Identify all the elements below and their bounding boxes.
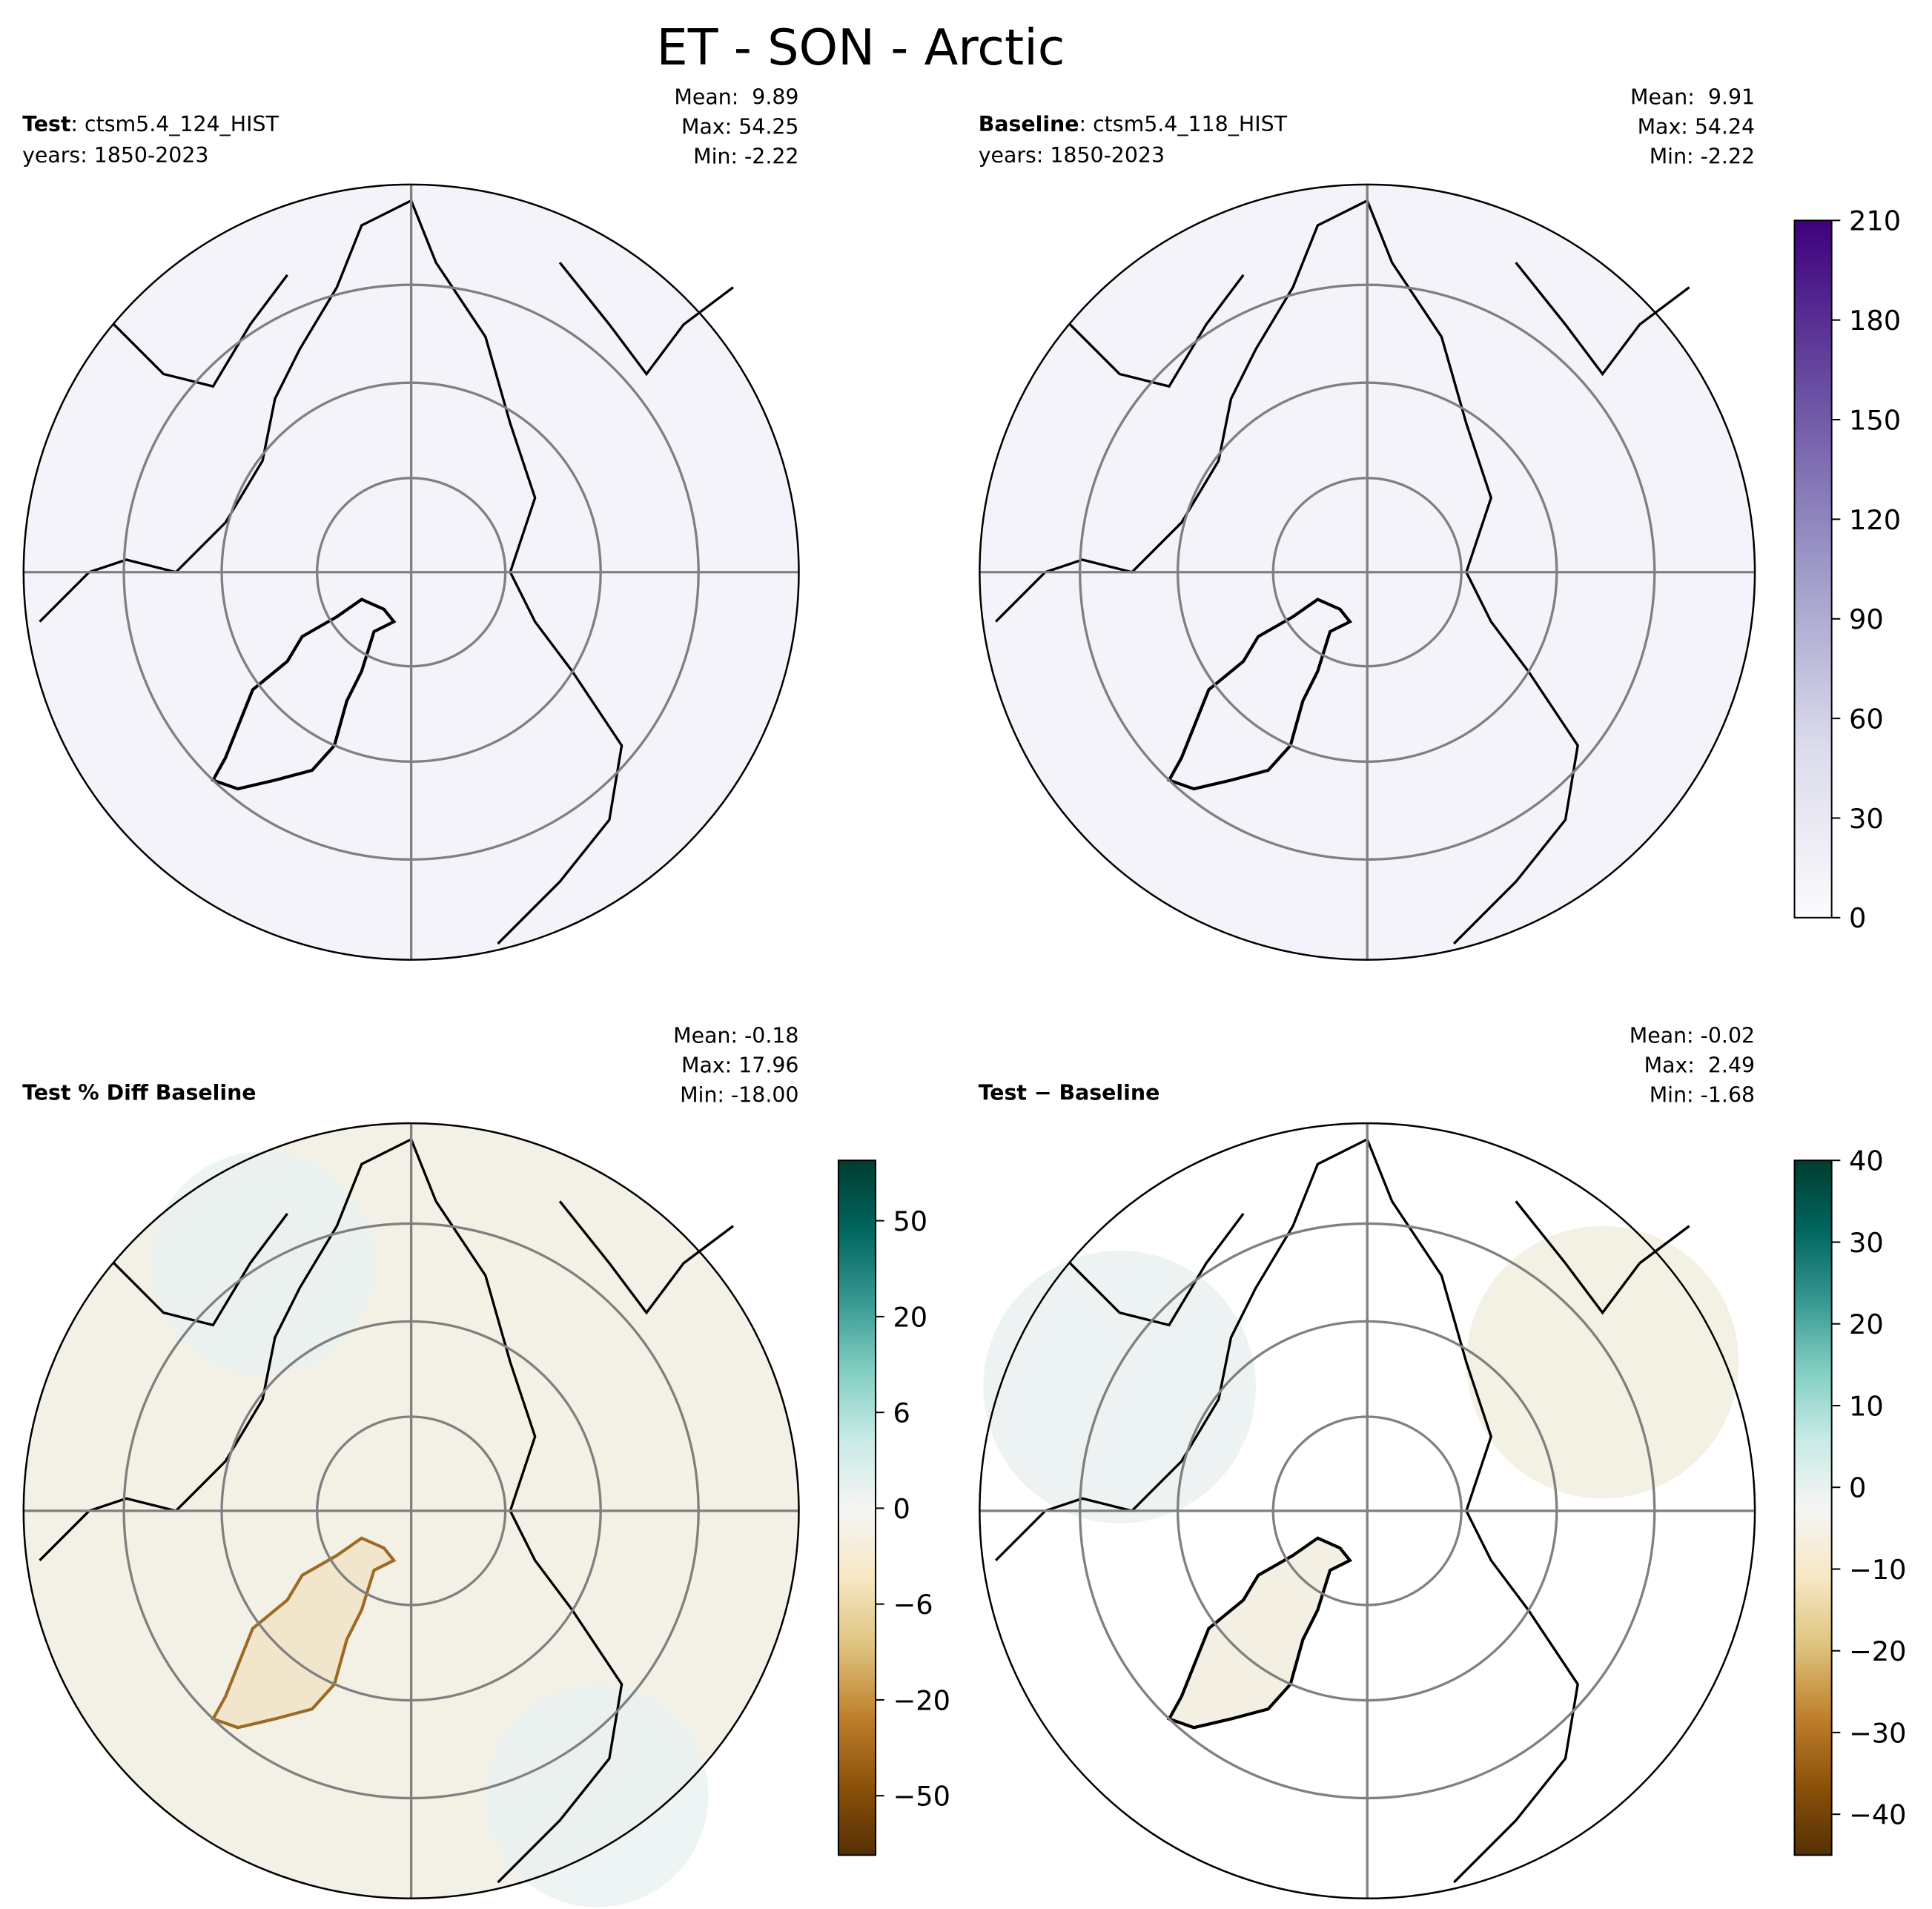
colorbar-tick-label: 20 — [893, 1301, 927, 1333]
figure-title: ET - SON - Arctic — [657, 19, 1065, 76]
colorbar-tick-label: 20 — [1849, 1308, 1884, 1340]
colorbar — [1793, 219, 1833, 919]
panel-stat: Mean: 9.91 — [1630, 85, 1755, 109]
panel-label: Test: ctsm5.4_124_HIST — [22, 112, 279, 136]
colorbar-tick-label: 0 — [1849, 902, 1866, 934]
colorbar-tick-label: −20 — [893, 1684, 950, 1716]
colorbar-tick-label: 180 — [1849, 305, 1901, 337]
panel-label-name: Test − Baseline — [979, 1080, 1160, 1105]
colorbar-tick-label: 0 — [893, 1493, 910, 1525]
coastline — [410, 1139, 623, 1884]
greenland — [1166, 598, 1353, 791]
panel-stat: Mean: -0.18 — [673, 1024, 798, 1048]
coastline — [1069, 274, 1245, 388]
map — [979, 1122, 1756, 1900]
coastline — [113, 274, 288, 388]
panel-stat: Max: 17.96 — [681, 1053, 798, 1078]
colorbar-tick-label: 30 — [1849, 1227, 1884, 1259]
panel-stat: Min: -1.68 — [1650, 1083, 1755, 1108]
map-region — [485, 1684, 709, 1908]
panel-label: Baseline: ctsm5.4_118_HIST — [979, 112, 1288, 136]
colorbar-tick-label: 90 — [1849, 603, 1884, 635]
colorbar-tick-label: 60 — [1849, 703, 1884, 735]
colorbar-tick-label: 30 — [1849, 803, 1884, 835]
panel-stat: Max: 54.24 — [1638, 114, 1755, 139]
colorbar-tick-label: −6 — [893, 1589, 933, 1621]
colorbar-tick-label: −50 — [893, 1781, 950, 1813]
panel-label-name: Baseline — [979, 112, 1079, 136]
colorbar-tick-label: 6 — [893, 1397, 910, 1429]
coastline — [994, 1138, 1368, 1561]
colorbar-tick-label: 210 — [1849, 205, 1901, 237]
panel-stat: Min: -18.00 — [680, 1083, 798, 1108]
map — [22, 1122, 800, 1908]
panel-stat: Max: 54.25 — [681, 114, 798, 139]
coastline — [994, 199, 1368, 623]
panel-label: Test − Baseline — [979, 1080, 1160, 1105]
coastline — [39, 1138, 412, 1561]
panel-label-name: Test % Diff Baseline — [22, 1080, 256, 1105]
colorbar — [837, 1159, 877, 1856]
coastline — [113, 1213, 288, 1327]
colorbar-tick-label: 10 — [1849, 1390, 1884, 1422]
colorbar-tick-label: 40 — [1849, 1145, 1884, 1177]
map — [22, 183, 800, 961]
greenland — [211, 598, 397, 791]
panel-subtitle: years: 1850-2023 — [979, 143, 1165, 168]
map-region — [1466, 1225, 1739, 1499]
map-boundary — [979, 1122, 1756, 1900]
colorbar-tick-label: 50 — [893, 1205, 927, 1237]
greenland — [1166, 1536, 1353, 1730]
coastline — [1366, 1139, 1579, 1884]
colorbar-tick-label: −20 — [1849, 1635, 1907, 1667]
coastline — [410, 199, 623, 945]
colorbar — [1793, 1159, 1833, 1856]
map-boundary — [979, 183, 1756, 961]
coastline — [39, 199, 412, 623]
panel-stat: Mean: -0.02 — [1630, 1024, 1755, 1048]
panel-stat: Mean: 9.89 — [674, 85, 798, 109]
map-boundary — [22, 183, 800, 961]
map — [979, 183, 1756, 961]
coastline — [1366, 199, 1579, 945]
coastline — [558, 262, 734, 377]
colorbar-tick-label: −40 — [1849, 1799, 1907, 1831]
panel-stat: Min: -2.22 — [1650, 144, 1755, 168]
colorbar-tick-label: 120 — [1849, 504, 1901, 536]
map-region — [983, 1251, 1256, 1523]
panel-label-name: Test — [22, 112, 70, 136]
coastline — [1515, 1200, 1690, 1315]
colorbar-tick-label: −30 — [1849, 1717, 1907, 1749]
colorbar-tick-label: 150 — [1849, 404, 1901, 436]
panel-label: Test % Diff Baseline — [22, 1080, 256, 1105]
panel-label-detail: : ctsm5.4_118_HIST — [1079, 112, 1288, 136]
map-boundary — [22, 1122, 800, 1900]
panel-label-detail: : ctsm5.4_124_HIST — [70, 112, 279, 136]
coastline — [1515, 262, 1690, 377]
panel-subtitle: years: 1850-2023 — [22, 143, 208, 168]
panel-stat: Max: 2.49 — [1644, 1053, 1755, 1078]
colorbar-tick-label: 0 — [1849, 1472, 1866, 1504]
map-region — [150, 1151, 374, 1375]
coastline — [1069, 1213, 1245, 1327]
panel-stat: Min: -2.22 — [693, 144, 798, 168]
colorbar-tick-label: −10 — [1849, 1554, 1907, 1586]
coastline — [558, 1200, 734, 1315]
greenland — [211, 1536, 397, 1730]
